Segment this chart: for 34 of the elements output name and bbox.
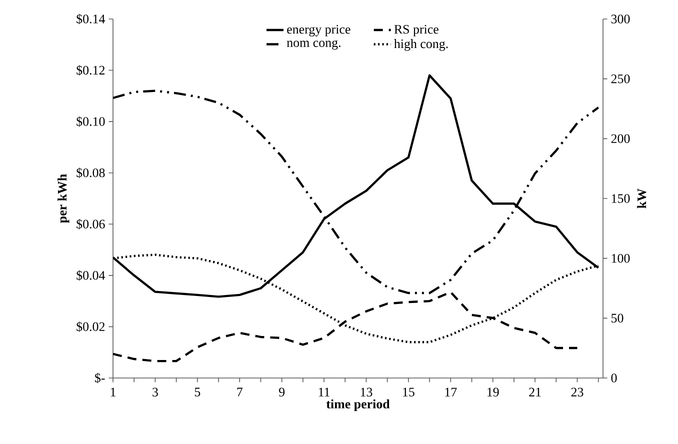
y2-tick-label: 200 [611, 134, 630, 144]
x-tick-label: 11 [318, 388, 330, 396]
y2-tick-label: 50 [612, 314, 624, 323]
y2-axis-title: kW [637, 188, 646, 208]
x-tick-label: 19 [488, 388, 499, 396]
legend-label: energy price [287, 24, 350, 36]
x-tick-label: 3 [152, 388, 158, 396]
y2-tick-label: 300 [611, 14, 630, 24]
y2-tick-label: 100 [612, 254, 630, 263]
y-tick-label: $0.04 [76, 270, 106, 281]
legend-label: nom cong. [286, 40, 340, 50]
y2-tick-label: 0 [611, 374, 617, 382]
x-tick-label: 5 [194, 388, 200, 396]
x-tick-label: 21 [529, 388, 541, 396]
x-tick-label: 13 [360, 388, 372, 396]
y-tick-label: $- [95, 372, 105, 384]
x-tick-label: 15 [403, 388, 414, 396]
legend-label: RS price [394, 24, 438, 36]
y-tick-label: $0.08 [76, 168, 105, 178]
y-tick-label: $0.02 [76, 322, 105, 332]
x-tick-label: 23 [571, 388, 584, 396]
x-tick-label: 9 [279, 388, 285, 396]
x-tick-label: 1 [110, 388, 116, 396]
x-tick-label: 7 [237, 388, 242, 396]
y-axis-title: per kWh [58, 174, 70, 223]
x-tick-label: 17 [445, 388, 457, 396]
y2-tick-label: 250 [611, 74, 630, 84]
y-tick-label: $0.10 [76, 116, 105, 127]
x-axis-title: time period [326, 399, 390, 412]
y2-tick-label: 150 [612, 194, 630, 203]
y-tick-label: $0.12 [76, 65, 105, 76]
legend-label: high cong. [394, 39, 448, 51]
y-tick-label: $0.14 [76, 14, 106, 24]
y-tick-label: $0.06 [76, 218, 105, 230]
